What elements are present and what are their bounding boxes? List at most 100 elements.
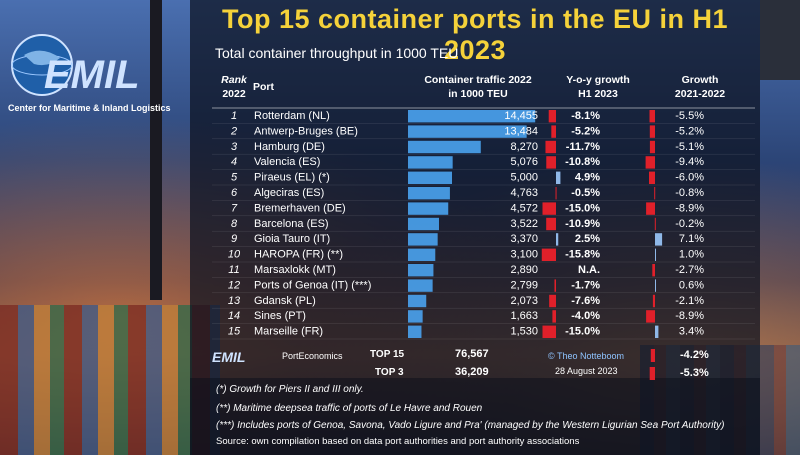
- traffic-bar: [408, 140, 481, 154]
- traffic-bar: [408, 233, 438, 246]
- yoy-bar: [551, 125, 556, 138]
- traffic-bar: [408, 125, 527, 138]
- growth-bar: [649, 125, 655, 138]
- yoy-label: -15.8%: [565, 249, 600, 261]
- yoy-bar: [552, 310, 556, 323]
- growth-label: -5.5%: [675, 110, 704, 122]
- yoy-label: 4.9%: [575, 172, 600, 184]
- total-top3-growth: -5.3%: [680, 367, 709, 379]
- traffic-bar: [408, 325, 422, 338]
- yoy-bar: [555, 187, 557, 200]
- port-cell: Sines (PT): [254, 310, 306, 322]
- growth-bar: [655, 325, 659, 338]
- traffic-label: 5,000: [510, 172, 538, 184]
- traffic-bar: [408, 187, 450, 200]
- port-cell: Marsaxlokk (MT): [254, 264, 336, 276]
- rank-cell: 12: [228, 279, 240, 291]
- port-cell: Piraeus (EL) (*): [254, 172, 330, 184]
- yoy-bar: [542, 202, 556, 215]
- yoy-label: -10.9%: [565, 218, 600, 230]
- header-traffic: Container traffic 2022 in 1000 TEU: [424, 74, 532, 100]
- yoy-bar: [556, 233, 559, 246]
- growth-bar: [652, 264, 655, 277]
- footnote-panel: [190, 378, 760, 455]
- rank-cell: 9: [231, 233, 237, 245]
- traffic-label: 5,076: [510, 156, 538, 168]
- traffic-bar: [408, 248, 436, 261]
- rank-cell: 5: [231, 172, 238, 184]
- yoy-label: -15.0%: [565, 202, 600, 214]
- yoy-label: -15.0%: [565, 326, 600, 338]
- crane-structure: [150, 0, 162, 300]
- traffic-bar: [408, 310, 423, 323]
- yoy-label: N.A.: [578, 264, 600, 276]
- port-cell: Barcelona (ES): [254, 218, 329, 230]
- yoy-label: -1.7%: [571, 279, 600, 291]
- port-cell: Bremerhaven (DE): [254, 202, 346, 214]
- rank-cell: 6: [231, 187, 238, 199]
- emil-logo-text: EMIL: [44, 53, 140, 97]
- growth-label: 1.0%: [679, 249, 704, 261]
- traffic-bar: [408, 279, 433, 292]
- chart-title: Top 15 container ports in the EU in H1 2…: [221, 4, 729, 65]
- chart-subtitle: Total container throughput in 1000 TEU: [215, 45, 459, 61]
- logo-tagline: Center for Maritime & Inland Logistics: [8, 103, 171, 113]
- total-top15-growth: -4.2%: [680, 349, 709, 361]
- yoy-bar: [546, 156, 556, 169]
- yoy-bar: [541, 248, 556, 261]
- yoy-bar: [542, 325, 556, 338]
- growth-bar: [646, 202, 655, 215]
- traffic-label: 3,100: [510, 249, 538, 261]
- port-cell: Valencia (ES): [254, 156, 320, 168]
- crane-structure-right: [760, 0, 800, 80]
- yoy-bar: [546, 217, 556, 231]
- traffic-label: 2,799: [510, 279, 538, 291]
- port-cell: Antwerp-Bruges (BE): [254, 125, 358, 137]
- yoy-label: -0.5%: [571, 187, 600, 199]
- traffic-label: 1,530: [510, 326, 538, 338]
- yoy-bar: [556, 171, 561, 184]
- yoy-bar: [554, 279, 556, 292]
- port-cell: Marseille (FR): [254, 326, 323, 338]
- yoy-label: -8.1%: [571, 110, 600, 122]
- growth-label: 0.6%: [679, 279, 704, 291]
- header-growth: Growth 2021-2022: [674, 74, 726, 100]
- growth-bar: [649, 171, 655, 184]
- traffic-bar: [408, 110, 536, 123]
- source-note: Source: own compilation based on data po…: [216, 436, 580, 447]
- yoy-bar: [549, 294, 556, 308]
- traffic-bar: [408, 264, 434, 277]
- rank-cell: 4: [231, 156, 237, 168]
- rank-cell: 11: [228, 264, 239, 276]
- rank-cell: 13: [228, 295, 241, 307]
- emil-small-logo: EMIL: [212, 349, 246, 365]
- footnote-3: (***) Includes ports of Genoa, Savona, V…: [216, 420, 725, 431]
- traffic-label: 13,484: [504, 125, 538, 137]
- growth-label: 3.4%: [679, 326, 704, 338]
- traffic-bar: [408, 202, 449, 215]
- yoy-label: -4.0%: [571, 310, 600, 322]
- growth-bar: [655, 279, 656, 292]
- growth-bar: [652, 294, 655, 308]
- traffic-label: 2,890: [510, 264, 538, 276]
- port-cell: Gioia Tauro (IT): [254, 233, 330, 245]
- growth-bar: [645, 156, 655, 169]
- rank-cell: 7: [231, 202, 238, 214]
- traffic-label: 4,763: [510, 187, 538, 199]
- traffic-bar: [408, 156, 453, 169]
- traffic-label: 14,455: [504, 110, 538, 122]
- rank-cell: 1: [231, 110, 237, 122]
- growth-label: -5.1%: [675, 141, 704, 153]
- growth-label: -2.1%: [675, 295, 704, 307]
- growth-label: 7.1%: [679, 233, 704, 245]
- rank-cell: 14: [228, 310, 240, 322]
- growth-bar: [654, 187, 656, 200]
- header-rank: Rank 2022: [221, 74, 247, 100]
- growth-bar: [655, 233, 663, 246]
- rank-cell: 15: [228, 326, 241, 338]
- traffic-label: 3,522: [510, 218, 538, 230]
- traffic-label: 1,663: [510, 310, 538, 322]
- growth-label: -2.7%: [675, 264, 704, 276]
- yoy-label: -10.8%: [565, 156, 600, 168]
